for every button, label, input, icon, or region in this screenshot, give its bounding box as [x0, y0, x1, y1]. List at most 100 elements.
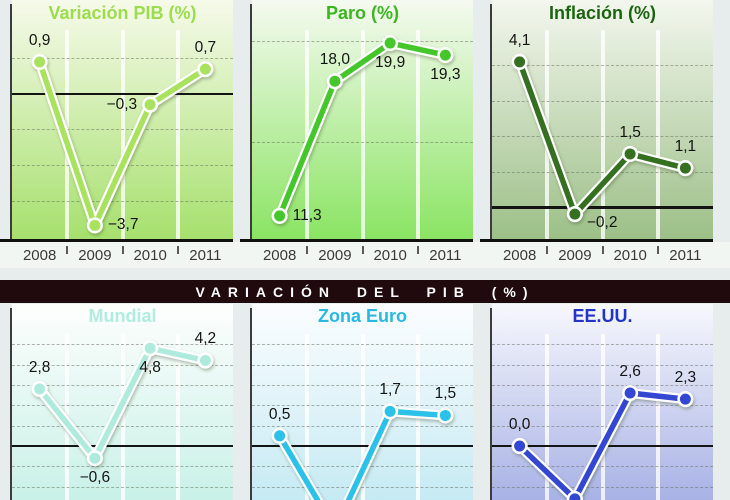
dashed-gridline: [12, 200, 233, 202]
x-axis-year-label: 2011: [429, 247, 462, 264]
data-label: 1,1: [674, 138, 697, 156]
plot-area-variacion-pib: [12, 0, 233, 240]
data-label: 11,3: [292, 206, 322, 224]
x-axis-line: [480, 239, 713, 242]
data-label: 0,7: [194, 39, 217, 57]
vertical-gridline: [120, 334, 125, 500]
dashed-gridline: [492, 466, 713, 468]
dashed-gridline: [252, 344, 473, 346]
data-label: 18,0: [319, 51, 350, 69]
y-axis-line: [10, 4, 12, 242]
dashed-gridline: [252, 425, 473, 427]
vertical-gridline: [600, 334, 605, 500]
x-axis-year-label: 2010: [133, 247, 167, 264]
dashed-gridline: [12, 344, 233, 346]
y-axis-line: [250, 4, 252, 242]
data-point: [437, 47, 454, 64]
dashed-gridline: [492, 344, 713, 346]
x-axis-year-label: 2010: [373, 247, 407, 264]
dashed-gridline: [12, 364, 233, 366]
data-label: 4,2: [194, 330, 217, 348]
data-point: [31, 380, 48, 398]
x-axis-tick: [361, 246, 364, 254]
x-axis-tick: [121, 246, 124, 254]
data-label: −3,7: [107, 216, 139, 234]
data-point: [271, 207, 288, 224]
data-point: [382, 34, 399, 52]
vertical-gridline: [360, 30, 365, 240]
data-label: 19,9: [375, 54, 406, 72]
chart-title-inflacion: Inflación (%): [549, 3, 656, 23]
dashed-gridline: [252, 364, 473, 366]
data-point: [566, 206, 583, 223]
dashed-gridline: [492, 364, 713, 366]
vertical-gridline: [600, 30, 605, 240]
zero-line: [12, 92, 233, 96]
vertical-gridline: [305, 334, 310, 500]
dashed-gridline: [12, 486, 233, 488]
chart-title-pib-eeuu: EE.UU.: [572, 306, 633, 326]
x-axis-year-label: 2008: [22, 247, 57, 264]
x-axis-year-label: 2009: [558, 247, 592, 264]
data-label: 0,9: [28, 31, 51, 49]
chart-title-pib-mundial: Mundial: [88, 306, 157, 326]
data-label: 2,3: [674, 369, 697, 387]
vertical-gridline: [175, 334, 180, 500]
vertical-gridline: [415, 30, 420, 240]
data-label: 1,5: [619, 123, 641, 141]
x-axis-year-label: 2011: [669, 247, 702, 264]
data-point: [86, 450, 103, 467]
dashed-gridline: [492, 100, 713, 102]
section-banner: VARIACIÓN DEL PIB (%): [0, 280, 730, 303]
plot-area-inflacion: [492, 0, 713, 240]
vertical-gridline: [360, 334, 365, 500]
line-series-pib-zona-euro: [271, 403, 454, 500]
data-point: [622, 145, 639, 163]
data-label: 0,5: [268, 405, 291, 423]
x-axis-tick: [306, 246, 309, 254]
data-point: [511, 437, 528, 455]
dashed-gridline: [492, 65, 713, 67]
data-point: [382, 403, 399, 420]
dashed-gridline: [12, 58, 233, 60]
dashed-gridline: [12, 129, 233, 131]
data-point: [437, 407, 454, 424]
dashed-gridline: [492, 136, 713, 138]
data-label: 19,3: [430, 66, 461, 84]
data-point: [86, 217, 103, 234]
dashed-gridline: [252, 141, 473, 143]
data-point: [622, 384, 639, 402]
y-axis-line: [490, 4, 492, 242]
data-point: [142, 340, 159, 357]
line-series-variacion-pib: [31, 53, 214, 234]
data-point: [677, 160, 694, 177]
line-series-pib-eeuu: [511, 384, 694, 500]
x-axis-tick: [66, 246, 69, 254]
vertical-gridline: [305, 30, 310, 240]
data-label: 1,7: [379, 381, 401, 399]
data-label: 4,1: [508, 31, 531, 49]
data-point: [326, 73, 343, 90]
x-axis-tick: [176, 246, 179, 254]
data-label: −0,3: [106, 95, 138, 113]
data-point: [677, 391, 694, 408]
vertical-gridline: [120, 30, 125, 240]
data-label: 2,8: [28, 358, 51, 376]
data-label: 0,0: [508, 415, 531, 433]
line-series-pib-mundial: [31, 340, 214, 467]
dashed-gridline: [492, 384, 713, 386]
dashed-gridline: [252, 384, 473, 386]
vertical-gridline: [655, 334, 660, 500]
x-axis-line: [240, 239, 473, 242]
x-axis-year-label: 2011: [189, 247, 222, 264]
chart-title-variacion-pib: Variación PIB (%): [48, 3, 197, 23]
data-label: 4,8: [139, 359, 161, 377]
dashed-gridline: [12, 425, 233, 427]
data-label: −0,2: [586, 214, 618, 232]
zero-line: [492, 206, 713, 209]
data-label: 1,5: [434, 385, 457, 403]
x-axis-year-label: 2010: [613, 247, 647, 264]
dashed-gridline: [492, 171, 713, 173]
zero-line: [252, 444, 473, 448]
x-axis-line: [0, 239, 233, 242]
